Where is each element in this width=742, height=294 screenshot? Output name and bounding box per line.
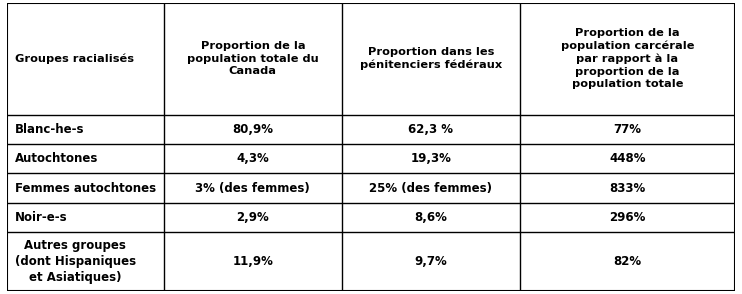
Text: 296%: 296%	[609, 211, 646, 224]
Text: 833%: 833%	[609, 182, 646, 195]
Text: Blanc-he-s: Blanc-he-s	[15, 123, 84, 136]
Text: 19,3%: 19,3%	[410, 152, 451, 165]
Text: 2,9%: 2,9%	[237, 211, 269, 224]
Text: 62,3 %: 62,3 %	[409, 123, 453, 136]
Text: Proportion dans les
pénitenciers fédéraux: Proportion dans les pénitenciers fédérau…	[360, 47, 502, 70]
Text: 9,7%: 9,7%	[415, 255, 447, 268]
Text: 80,9%: 80,9%	[232, 123, 273, 136]
Text: 8,6%: 8,6%	[415, 211, 447, 224]
Text: Noir-e-s: Noir-e-s	[15, 211, 68, 224]
Text: Autres groupes
(dont Hispaniques
et Asiatiques): Autres groupes (dont Hispaniques et Asia…	[15, 239, 136, 284]
Text: 82%: 82%	[613, 255, 641, 268]
Text: Autochtones: Autochtones	[15, 152, 98, 165]
Text: 11,9%: 11,9%	[232, 255, 273, 268]
Text: 4,3%: 4,3%	[237, 152, 269, 165]
Text: Groupes racialisés: Groupes racialisés	[15, 54, 134, 64]
Text: 448%: 448%	[609, 152, 646, 165]
Text: Femmes autochtones: Femmes autochtones	[15, 182, 156, 195]
Text: 25% (des femmes): 25% (des femmes)	[370, 182, 493, 195]
Text: Proportion de la
population carcérale
par rapport à la
proportion de la
populati: Proportion de la population carcérale pa…	[560, 28, 694, 89]
Text: 3% (des femmes): 3% (des femmes)	[195, 182, 310, 195]
Text: 77%: 77%	[614, 123, 641, 136]
Text: Proportion de la
population totale du
Canada: Proportion de la population totale du Ca…	[187, 41, 319, 76]
